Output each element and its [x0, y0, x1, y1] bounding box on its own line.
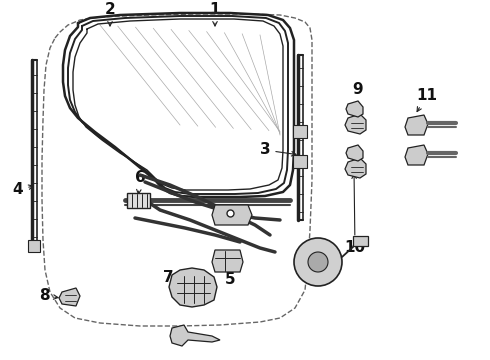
Polygon shape — [353, 236, 368, 246]
Text: 1: 1 — [210, 3, 220, 26]
Polygon shape — [405, 145, 428, 165]
Polygon shape — [212, 250, 243, 272]
Polygon shape — [345, 158, 366, 178]
Polygon shape — [59, 288, 80, 306]
Text: 7: 7 — [163, 270, 181, 285]
Polygon shape — [170, 325, 220, 346]
Polygon shape — [346, 101, 363, 117]
Text: 11: 11 — [416, 87, 438, 112]
Text: 8: 8 — [39, 288, 58, 303]
Circle shape — [294, 238, 342, 286]
Polygon shape — [212, 205, 252, 225]
Polygon shape — [345, 114, 366, 134]
Text: 2: 2 — [105, 3, 115, 26]
Text: 6: 6 — [135, 171, 146, 194]
Circle shape — [308, 252, 328, 272]
Text: 10: 10 — [344, 174, 366, 256]
Polygon shape — [293, 155, 307, 168]
Polygon shape — [28, 240, 40, 252]
Polygon shape — [346, 145, 363, 161]
Text: 5: 5 — [225, 262, 235, 288]
Polygon shape — [169, 268, 217, 307]
Polygon shape — [405, 115, 428, 135]
Text: 4: 4 — [13, 183, 33, 198]
Text: 3: 3 — [260, 143, 296, 158]
Polygon shape — [127, 193, 150, 208]
Text: 9: 9 — [353, 82, 363, 111]
Polygon shape — [293, 125, 307, 138]
